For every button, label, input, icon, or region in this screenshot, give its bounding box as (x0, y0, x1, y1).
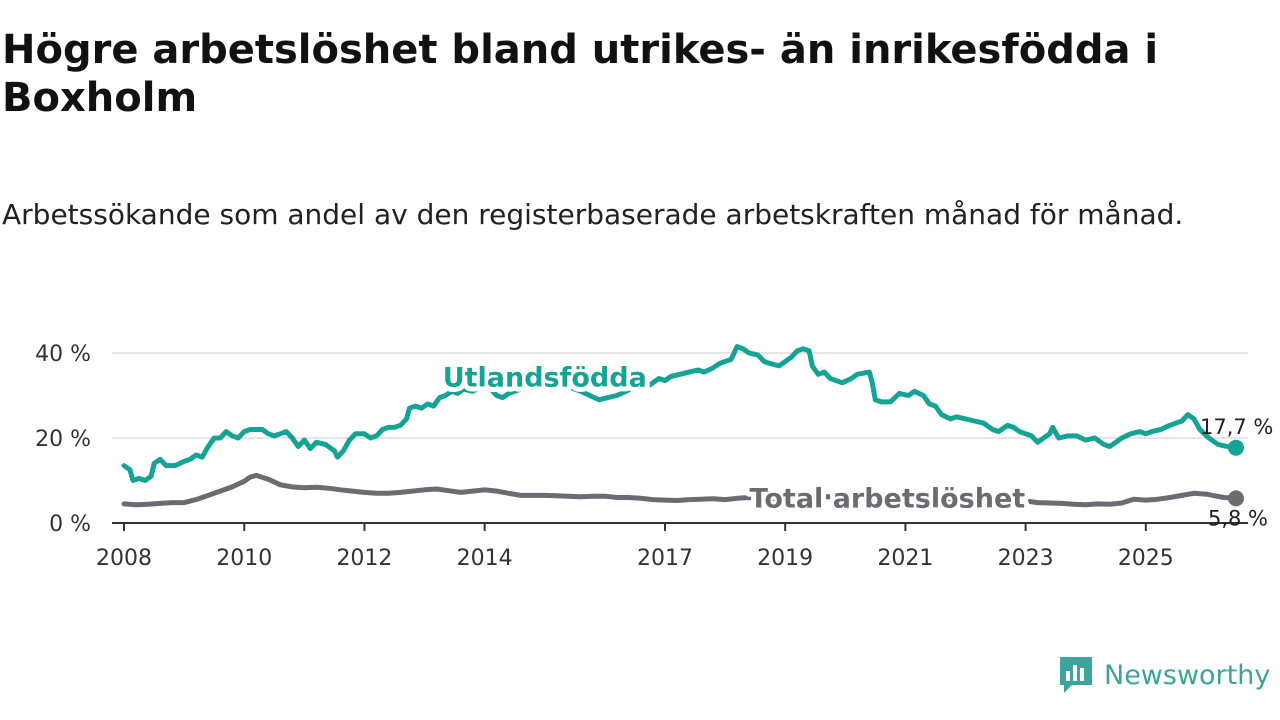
end-label-total: 5,8 % (1208, 506, 1268, 530)
series-label-halo: Total arbetslöshet (750, 484, 1026, 515)
x-tick-label: 2010 (216, 546, 272, 571)
x-tick-label: 2025 (1118, 546, 1174, 571)
x-tick-label: 2012 (336, 546, 392, 571)
series-label-total: Total arbetslöshet (750, 484, 1026, 515)
page-title: Högre arbetslöshet bland utrikes- än inr… (2, 27, 1159, 121)
x-tick-label: 2008 (96, 546, 152, 571)
end-label-foreign: 17,7 % (1200, 415, 1273, 439)
series-label-foreign: Utlandsfödda (443, 362, 647, 393)
y-tick-label: 40 % (35, 342, 91, 367)
series-line-total (121, 472, 1239, 508)
series-labels: 17,7 %5,8 %UtlandsföddaUtlandsföddaTotal… (438, 357, 1274, 530)
x-tick-label: 2017 (637, 546, 693, 571)
y-tick-label: 20 % (35, 427, 91, 452)
series-endpoint-foreign (1227, 439, 1244, 456)
newsworthy-logo: Newsworthy (1058, 654, 1270, 696)
page-subtitle: Arbetssökande som andel av den registerb… (2, 198, 1184, 231)
series-line-foreign (121, 344, 1239, 483)
series-lines (121, 344, 1244, 508)
x-tick-label: 2014 (457, 546, 513, 571)
x-tick-label: 2021 (877, 546, 933, 571)
x-tick-label: 2019 (757, 546, 813, 571)
bar-chart-logo-icon (1060, 657, 1092, 693)
x-tick-label: 2023 (998, 546, 1054, 571)
series-label-halo: Utlandsfödda (443, 362, 647, 393)
logo-text: Newsworthy (1104, 659, 1271, 691)
y-axis-tick-labels: 0 % 20 % 40 % (35, 342, 91, 537)
y-tick-label: 0 % (49, 512, 91, 537)
x-axis-tick-labels: 2008 2010 2012 2014 2017 2019 2021 2023 2025 (96, 523, 1174, 571)
line-chart: 0 % 20 % 40 % 2008 2010 2012 2014 2017 2019 2021… (35, 342, 1274, 571)
series-endpoint-total (1227, 490, 1244, 507)
